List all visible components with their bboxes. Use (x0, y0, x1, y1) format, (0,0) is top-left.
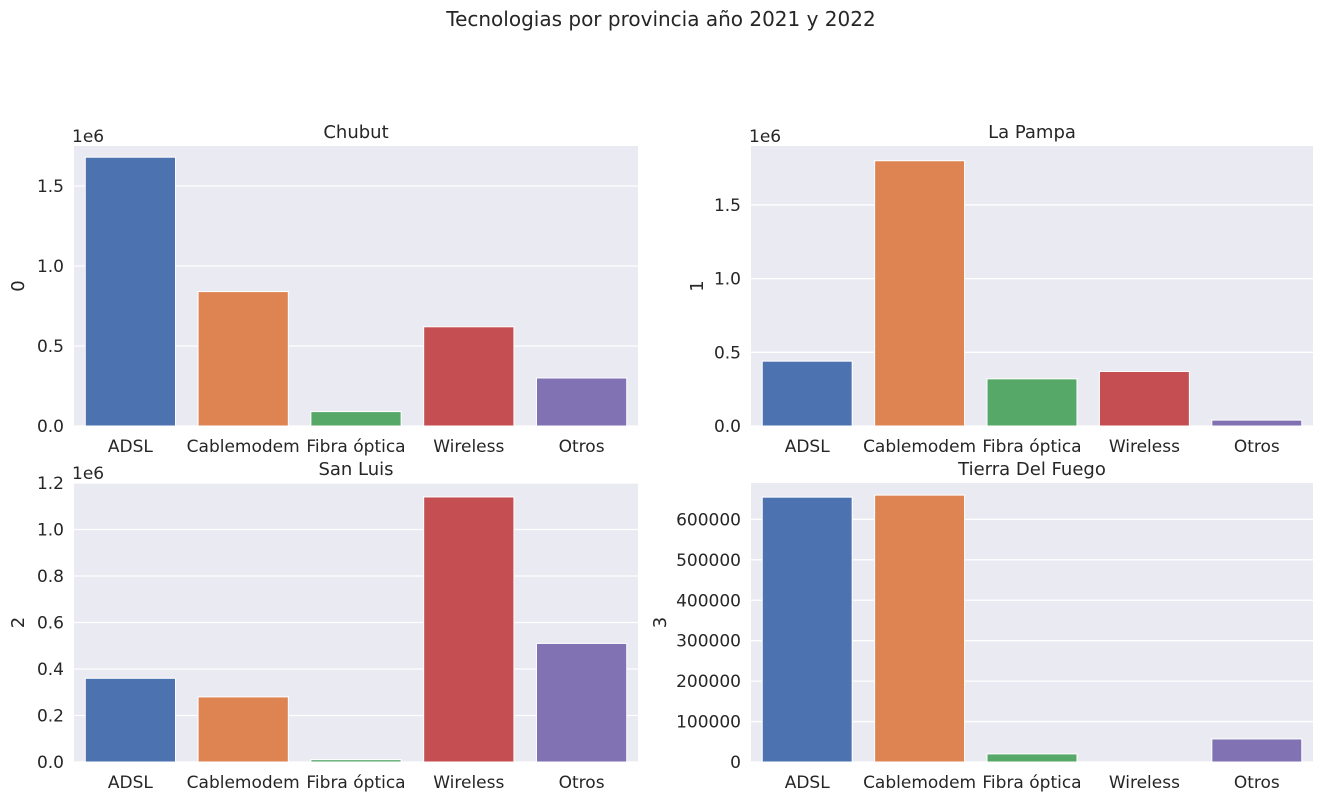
subplot-san-luis: 0.0 0.2 0.4 0.6 0.8 1.0 1.2 ADSL Cablemodem Fibra… (8, 459, 638, 793)
figure-title: Tecnologias por provincia año 2021 y 202… (445, 7, 875, 31)
offset-label: 1e6 (72, 464, 104, 484)
bar-adsl (84, 677, 177, 763)
y-axis-label: 3 (650, 617, 671, 628)
y-axis-label: 1 (687, 280, 708, 291)
bar-wireless (1098, 370, 1190, 427)
x-tick-label: Otros (559, 437, 605, 457)
bar-otros (535, 377, 628, 427)
bar-adsl (84, 156, 177, 427)
x-tick-label: ADSL (108, 773, 154, 793)
y-tick-label: 0.0 (37, 417, 64, 437)
y-tick-label: 300000 (676, 632, 741, 652)
bar-fibra-optica (986, 753, 1078, 763)
bar-otros (535, 642, 628, 763)
bar-otros (1211, 419, 1303, 427)
y-tick-label: 100000 (676, 713, 741, 733)
bar-cablemodem (197, 291, 289, 427)
bar-cablemodem (874, 494, 966, 763)
x-tick-label: Cablemodem (187, 437, 300, 457)
x-tick-label: Otros (559, 773, 605, 793)
y-tick-label: 0.0 (714, 417, 741, 437)
y-tick-label: 1.0 (37, 257, 64, 277)
bar-cablemodem (874, 160, 966, 427)
y-tick-label: 0.6 (37, 614, 64, 634)
x-tick-label: Otros (1234, 773, 1280, 793)
y-tick-label: 500000 (676, 551, 741, 571)
y-axis-label: 2 (8, 617, 29, 628)
x-tick-label: ADSL (785, 437, 831, 457)
y-tick-label: 0.8 (37, 567, 64, 587)
bar-fibra-optica (310, 411, 402, 427)
subplots-container: 0.0 0.5 1.0 1.5 ADSL Cablemodem Fibra óptica Wi… (8, 122, 1313, 793)
x-tick-label: Wireless (433, 437, 504, 457)
x-tick-label: ADSL (785, 773, 831, 793)
y-axis-label: 0 (8, 280, 29, 291)
y-tick-label: 0.5 (714, 343, 741, 363)
y-tick-label: 1.0 (37, 521, 64, 541)
offset-label: 1e6 (72, 127, 104, 147)
y-tick-label: 0.0 (37, 753, 64, 773)
y-tick-label: 400000 (676, 591, 741, 611)
x-tick-label: Fibra óptica (982, 773, 1081, 793)
bar-adsl (761, 496, 853, 763)
y-tick-label: 1.5 (714, 196, 741, 216)
x-tick-label: ADSL (108, 437, 154, 457)
x-tick-label: Wireless (1109, 773, 1180, 793)
x-tick-label: Wireless (433, 773, 504, 793)
x-tick-label: Cablemodem (863, 773, 976, 793)
x-tick-label: Wireless (1109, 437, 1180, 457)
y-tick-label: 0 (730, 753, 741, 773)
bar-fibra-optica (310, 759, 402, 763)
x-tick-label: Cablemodem (187, 773, 300, 793)
bar-adsl (761, 360, 853, 427)
x-tick-label: Fibra óptica (306, 437, 405, 457)
subplot-title: San Luis (318, 459, 393, 480)
y-tick-label: 0.2 (37, 707, 64, 727)
x-tick-label: Otros (1234, 437, 1280, 457)
subplot-title: Tierra Del Fuego (957, 459, 1106, 480)
subplot-tierra-del-fuego: 0 100000 200000 300000 400000 500000 600000 ADS… (650, 459, 1313, 793)
subplot-chubut: 0.0 0.5 1.0 1.5 ADSL Cablemodem Fibra óptica Wi… (8, 122, 638, 457)
x-tick-label: Cablemodem (863, 437, 976, 457)
bar-fibra-optica (986, 378, 1078, 427)
bar-cablemodem (197, 696, 289, 763)
bar-wireless (423, 326, 515, 427)
y-tick-label: 1.2 (37, 474, 64, 494)
y-tick-label: 1.5 (37, 177, 64, 197)
y-tick-label: 0.5 (37, 337, 64, 357)
y-tick-label: 600000 (676, 510, 741, 530)
subplot-title: La Pampa (988, 122, 1076, 143)
y-tick-label: 200000 (676, 672, 741, 692)
x-tick-label: Fibra óptica (982, 437, 1081, 457)
bar-wireless (423, 496, 515, 763)
subplot-title: Chubut (323, 122, 388, 143)
y-tick-label: 1.0 (714, 270, 741, 290)
offset-label: 1e6 (749, 127, 781, 147)
bar-otros (1211, 738, 1303, 763)
x-tick-label: Fibra óptica (306, 773, 405, 793)
y-tick-label: 0.4 (37, 660, 64, 680)
subplot-la-pampa: 0.0 0.5 1.0 1.5 ADSL Cablemodem Fibra óptica Wi… (687, 122, 1313, 457)
